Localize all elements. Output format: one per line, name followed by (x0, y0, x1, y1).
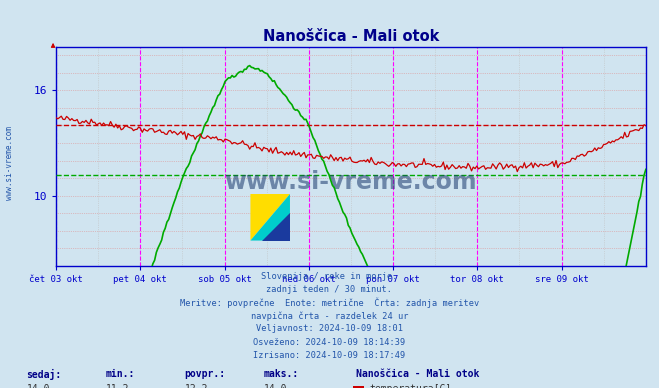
Text: sedaj:: sedaj: (26, 369, 61, 379)
Polygon shape (262, 213, 290, 241)
Text: 11,2: 11,2 (105, 384, 129, 388)
Polygon shape (250, 194, 290, 241)
Text: www.si-vreme.com: www.si-vreme.com (5, 126, 14, 200)
Text: Meritve: povprečne  Enote: metrične  Črta: zadnja meritev: Meritve: povprečne Enote: metrične Črta:… (180, 298, 479, 308)
Text: povpr.:: povpr.: (185, 369, 225, 379)
Text: maks.:: maks.: (264, 369, 299, 379)
Text: temperatura[C]: temperatura[C] (369, 384, 451, 388)
Polygon shape (250, 194, 290, 241)
Text: Izrisano: 2024-10-09 18:17:49: Izrisano: 2024-10-09 18:17:49 (253, 351, 406, 360)
Text: Nanoščica - Mali otok: Nanoščica - Mali otok (356, 369, 479, 379)
Text: 14,0: 14,0 (264, 384, 287, 388)
Text: min.:: min.: (105, 369, 135, 379)
Text: 14,0: 14,0 (26, 384, 50, 388)
Text: Veljavnost: 2024-10-09 18:01: Veljavnost: 2024-10-09 18:01 (256, 324, 403, 333)
Text: zadnji teden / 30 minut.: zadnji teden / 30 minut. (266, 285, 393, 294)
Text: Osveženo: 2024-10-09 18:14:39: Osveženo: 2024-10-09 18:14:39 (253, 338, 406, 346)
Text: navpična črta - razdelek 24 ur: navpična črta - razdelek 24 ur (251, 311, 408, 320)
Text: 12,2: 12,2 (185, 384, 208, 388)
Text: www.si-vreme.com: www.si-vreme.com (225, 170, 477, 194)
Text: Slovenija / reke in morje.: Slovenija / reke in morje. (261, 272, 398, 281)
Title: Nanoščica - Mali otok: Nanoščica - Mali otok (263, 29, 439, 44)
